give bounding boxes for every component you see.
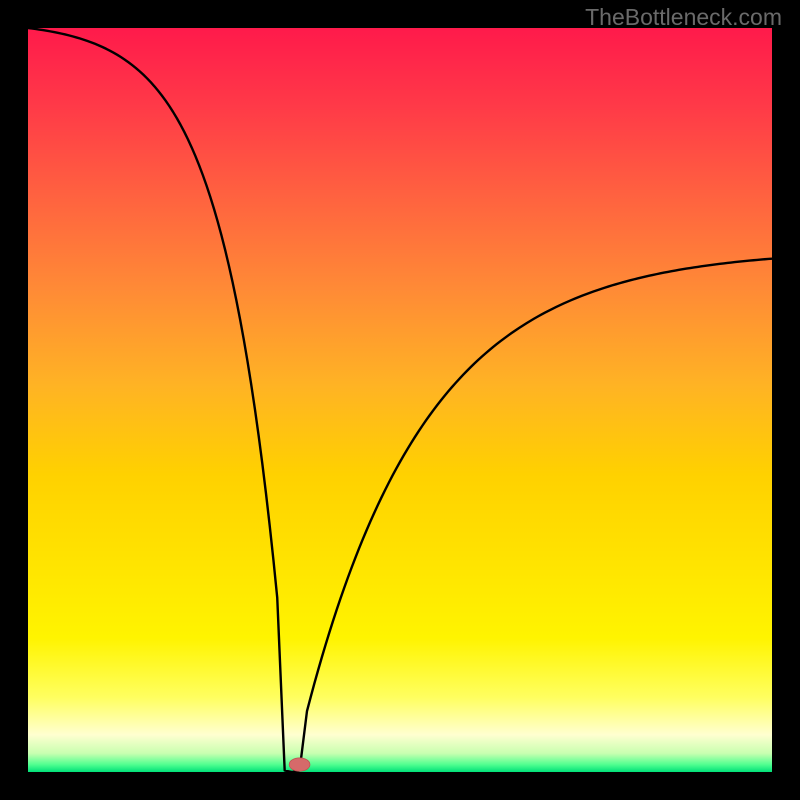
optimal-point-marker xyxy=(289,758,310,771)
plot-area xyxy=(28,28,772,772)
bottleneck-chart-svg xyxy=(28,28,772,772)
chart-stage: TheBottleneck.com xyxy=(0,0,800,800)
watermark-text: TheBottleneck.com xyxy=(585,4,782,31)
gradient-background xyxy=(28,28,772,772)
